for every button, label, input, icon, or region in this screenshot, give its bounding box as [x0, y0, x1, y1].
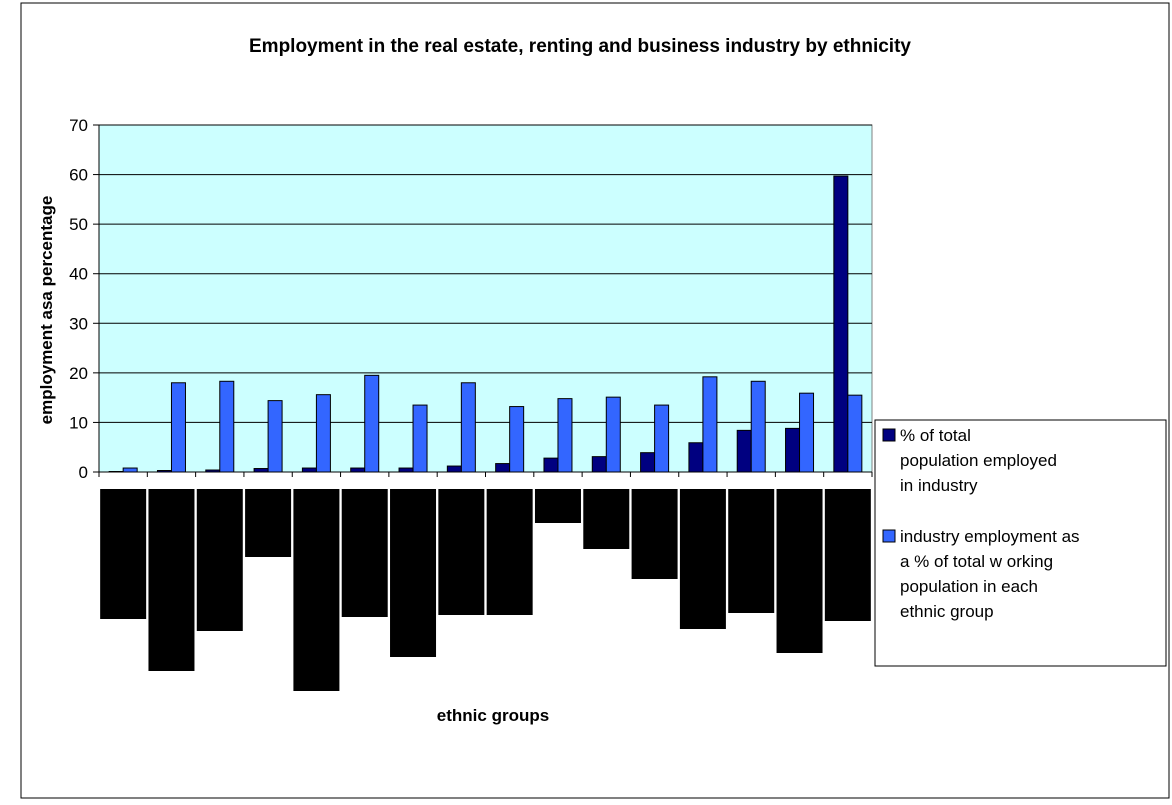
y-tick-label: 60 [69, 166, 88, 185]
bar [495, 463, 511, 473]
x-tick-label [486, 489, 533, 615]
x-tick-label [776, 489, 823, 653]
y-tick-label: 10 [69, 413, 88, 432]
legend-box [874, 419, 1167, 667]
x-tick-label [824, 489, 871, 621]
legend-entry-line: industry employment as [900, 527, 1080, 546]
x-tick-label [148, 489, 195, 671]
bar [205, 469, 221, 473]
x-tick-label [245, 489, 292, 557]
bar [108, 471, 124, 473]
x-tick-label [679, 489, 726, 629]
y-tick-label: 0 [79, 463, 88, 482]
chart-title: Employment in the real estate, renting a… [249, 36, 911, 57]
legend-entry-label: industry employment as a % of total w ork… [900, 527, 1080, 621]
x-tick-label [534, 489, 581, 523]
legend-swatch [882, 428, 896, 442]
bar [170, 382, 186, 473]
bar [301, 467, 317, 473]
x-tick-label [196, 489, 243, 631]
bar [557, 398, 573, 473]
bar [591, 456, 607, 473]
legend-entry-line: % of total [900, 426, 971, 445]
bar [509, 406, 525, 473]
bar [253, 468, 269, 473]
bar [315, 394, 331, 473]
legend-entry-line: population employed [900, 451, 1057, 470]
y-tick-label: 70 [69, 116, 88, 135]
y-tick-label: 20 [69, 364, 88, 383]
bar [412, 404, 428, 473]
x-tick-label [583, 489, 630, 549]
legend-entry-line: in industry [900, 476, 978, 495]
legend-entry-label: % of total population employed in industry [900, 426, 1057, 495]
bar [688, 442, 704, 473]
x-tick-label [631, 489, 678, 579]
legend: % of total population employed in industry… [874, 419, 1167, 667]
plot-area: 0 10 20 30 40 50 60 70 [69, 116, 873, 691]
y-tick-label: 40 [69, 265, 88, 284]
bar [736, 429, 752, 473]
bar [640, 452, 656, 473]
legend-entry-line: ethnic group [900, 602, 994, 621]
x-tick-label [100, 489, 147, 619]
bar [460, 382, 476, 473]
y-tick-label: 30 [69, 314, 88, 333]
legend-entry-line: a % of total w orking [900, 552, 1053, 571]
legend-swatch [882, 529, 896, 543]
bar [350, 467, 366, 473]
y-tick-label: 50 [69, 215, 88, 234]
x-tick-label [293, 489, 340, 691]
bar [156, 470, 172, 473]
bar [219, 380, 235, 473]
x-tick-label [341, 489, 388, 617]
x-tick-label [728, 489, 775, 613]
bar [267, 400, 283, 473]
bar [543, 457, 559, 473]
x-axis-title: ethnic groups [437, 706, 549, 725]
bar [833, 175, 849, 473]
bar [750, 380, 766, 473]
bar [847, 394, 863, 473]
bar [702, 376, 718, 473]
bar [446, 465, 462, 473]
bar [605, 396, 621, 473]
x-tick-label [438, 489, 485, 615]
bar [799, 392, 815, 473]
x-tick-label [390, 489, 437, 657]
bar [654, 404, 670, 473]
bar [398, 467, 414, 473]
bar [785, 427, 801, 473]
y-axis-title: employment asa percentage [37, 196, 56, 425]
legend-entry-line: population in each [900, 577, 1038, 596]
bar [122, 467, 138, 473]
bar [364, 374, 380, 473]
